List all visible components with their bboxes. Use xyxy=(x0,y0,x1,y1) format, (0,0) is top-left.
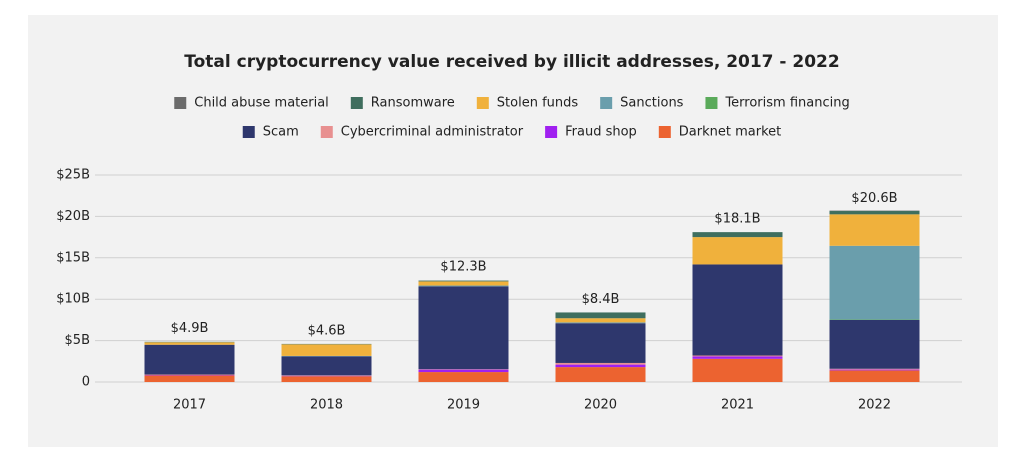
legend-swatch xyxy=(600,97,613,109)
legend-swatch xyxy=(705,97,718,109)
total-label: $4.6B xyxy=(308,323,346,338)
bar-segment xyxy=(829,245,920,320)
bar-segment xyxy=(281,376,372,382)
total-label: $8.4B xyxy=(582,292,620,307)
bar-segment xyxy=(829,214,920,246)
chart-title: Total cryptocurrency value received by i… xyxy=(184,52,839,72)
bar-segment xyxy=(555,323,646,363)
bar-segment xyxy=(555,364,646,368)
legend-label: Sanctions xyxy=(620,96,684,111)
legend-swatch xyxy=(476,97,489,109)
bar-segment xyxy=(829,368,920,370)
total-label: $20.6B xyxy=(851,191,897,206)
x-tick-label: 2022 xyxy=(858,398,891,413)
bar-segment xyxy=(555,367,646,382)
y-tick-label: $5B xyxy=(65,333,90,348)
bar-segment xyxy=(555,322,646,324)
legend-swatch xyxy=(658,126,671,138)
total-label: $4.9B xyxy=(171,321,209,336)
bar-segment xyxy=(418,285,509,287)
bar-segment xyxy=(692,355,783,357)
x-tick-label: 2018 xyxy=(310,398,343,413)
legend-swatch xyxy=(545,126,558,138)
legend-swatch xyxy=(174,97,187,109)
x-tick-label: 2017 xyxy=(173,398,206,413)
legend-label: Scam xyxy=(263,125,299,140)
x-tick-label: 2019 xyxy=(447,398,480,413)
legend-swatch xyxy=(242,126,255,138)
y-tick-label: $20B xyxy=(56,209,90,224)
y-tick-label: $25B xyxy=(56,168,90,183)
legend-label: Fraud shop xyxy=(565,125,637,140)
bar-segment xyxy=(692,264,783,356)
bar-segment xyxy=(418,372,509,382)
legend-label: Cybercriminal administrator xyxy=(341,125,524,140)
bar-segment xyxy=(418,369,509,373)
bar-segment xyxy=(418,286,509,370)
bar-segment xyxy=(692,232,783,238)
legend-label: Ransomware xyxy=(371,96,455,111)
bar-segment xyxy=(692,356,783,359)
bar-segment xyxy=(829,211,920,215)
x-tick-label: 2021 xyxy=(721,398,754,413)
total-label: $12.3B xyxy=(440,260,486,275)
bar-segment xyxy=(692,358,783,382)
bar-segment xyxy=(829,369,920,371)
bar-segment xyxy=(144,375,235,382)
bar-segment xyxy=(555,312,646,319)
bar-segment xyxy=(418,281,509,286)
bar-segment xyxy=(829,319,920,369)
bar-segment xyxy=(144,344,235,375)
y-tick-label: 0 xyxy=(82,375,90,390)
x-tick-label: 2020 xyxy=(584,398,617,413)
legend-label: Stolen funds xyxy=(497,96,579,111)
bar-segment xyxy=(418,280,509,282)
bar-segment xyxy=(144,342,235,345)
bar-segment xyxy=(555,362,646,365)
bar-segment xyxy=(281,356,372,376)
y-tick-label: $15B xyxy=(56,250,90,265)
bar-segment xyxy=(692,237,783,265)
legend-label: Child abuse material xyxy=(194,96,329,111)
bar-segment xyxy=(829,370,920,382)
legend-swatch xyxy=(350,97,363,109)
y-tick-label: $10B xyxy=(56,292,90,307)
legend-swatch xyxy=(320,126,333,138)
total-label: $18.1B xyxy=(714,212,760,227)
bar-segment xyxy=(281,344,372,356)
legend-label: Terrorism financing xyxy=(724,96,849,111)
bar-segment xyxy=(555,318,646,323)
legend-label: Darknet market xyxy=(679,125,781,140)
